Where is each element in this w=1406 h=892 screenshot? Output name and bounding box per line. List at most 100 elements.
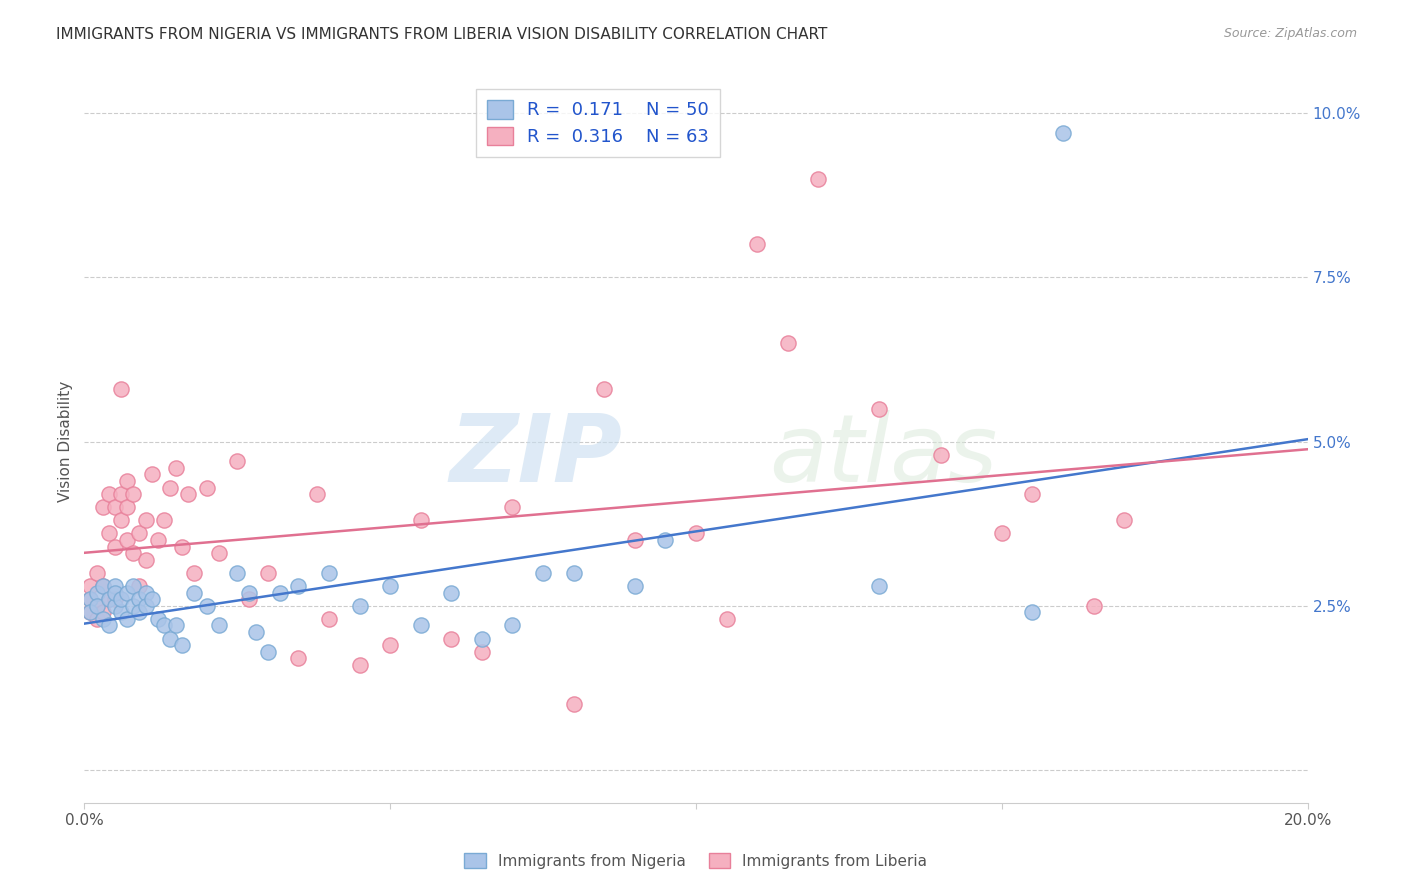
Point: [380, 579, 402, 593]
Text: atlas: atlas: [769, 410, 998, 501]
Point: [869, 579, 891, 593]
Point: [1021, 487, 1043, 501]
Point: [104, 579, 127, 593]
Point: [91, 612, 114, 626]
Point: [177, 487, 200, 501]
Point: [115, 500, 138, 515]
Text: Source: ZipAtlas.com: Source: ZipAtlas.com: [1223, 27, 1357, 40]
Point: [318, 566, 340, 580]
Point: [716, 612, 738, 626]
Point: [685, 526, 707, 541]
Point: [257, 645, 280, 659]
Point: [380, 638, 402, 652]
Point: [471, 645, 494, 659]
Point: [562, 698, 585, 712]
Point: [991, 526, 1014, 541]
Point: [91, 579, 114, 593]
Point: [172, 540, 194, 554]
Point: [122, 546, 145, 560]
Point: [257, 566, 280, 580]
Point: [135, 513, 157, 527]
Point: [104, 592, 127, 607]
Point: [440, 585, 463, 599]
Point: [562, 566, 585, 580]
Point: [159, 481, 181, 495]
Point: [531, 566, 554, 580]
Point: [409, 513, 432, 527]
Point: [146, 612, 169, 626]
Point: [409, 618, 432, 632]
Point: [104, 585, 127, 599]
Point: [97, 618, 120, 632]
Point: [305, 487, 328, 501]
Point: [97, 592, 120, 607]
Point: [141, 467, 163, 482]
Point: [115, 612, 138, 626]
Point: [287, 651, 309, 665]
Point: [195, 481, 218, 495]
Point: [104, 540, 127, 554]
Point: [226, 566, 249, 580]
Point: [97, 592, 120, 607]
Point: [502, 618, 524, 632]
Point: [135, 599, 157, 613]
Point: [245, 625, 267, 640]
Point: [349, 657, 371, 672]
Point: [807, 171, 830, 186]
Point: [86, 599, 108, 613]
Y-axis label: Vision Disability: Vision Disability: [58, 381, 73, 502]
Point: [115, 474, 138, 488]
Point: [776, 336, 799, 351]
Point: [79, 605, 101, 619]
Point: [86, 612, 108, 626]
Point: [141, 592, 163, 607]
Point: [91, 500, 114, 515]
Point: [208, 546, 231, 560]
Point: [122, 579, 145, 593]
Text: IMMIGRANTS FROM NIGERIA VS IMMIGRANTS FROM LIBERIA VISION DISABILITY CORRELATION: IMMIGRANTS FROM NIGERIA VS IMMIGRANTS FR…: [56, 27, 828, 42]
Point: [183, 585, 205, 599]
Point: [318, 612, 340, 626]
Point: [79, 605, 101, 619]
Point: [146, 533, 169, 547]
Point: [115, 585, 138, 599]
Point: [624, 533, 647, 547]
Point: [287, 579, 309, 593]
Point: [122, 599, 145, 613]
Point: [91, 605, 114, 619]
Point: [122, 487, 145, 501]
Point: [238, 592, 260, 607]
Point: [79, 592, 101, 607]
Point: [79, 592, 101, 607]
Point: [1083, 599, 1105, 613]
Point: [97, 487, 120, 501]
Text: ZIP: ZIP: [450, 410, 623, 502]
Point: [86, 566, 108, 580]
Point: [128, 605, 150, 619]
Point: [172, 638, 194, 652]
Legend: Immigrants from Nigeria, Immigrants from Liberia: Immigrants from Nigeria, Immigrants from…: [458, 847, 934, 875]
Point: [165, 460, 187, 475]
Point: [208, 618, 231, 632]
Point: [110, 382, 132, 396]
Point: [110, 513, 132, 527]
Point: [153, 513, 176, 527]
Point: [110, 605, 132, 619]
Point: [471, 632, 494, 646]
Point: [593, 382, 616, 396]
Point: [747, 237, 769, 252]
Point: [654, 533, 676, 547]
Point: [159, 632, 181, 646]
Point: [110, 592, 132, 607]
Point: [128, 526, 150, 541]
Point: [195, 599, 218, 613]
Point: [115, 533, 138, 547]
Point: [128, 592, 150, 607]
Point: [238, 585, 260, 599]
Point: [135, 585, 157, 599]
Point: [349, 599, 371, 613]
Point: [1052, 126, 1074, 140]
Point: [79, 579, 101, 593]
Point: [624, 579, 647, 593]
Point: [91, 579, 114, 593]
